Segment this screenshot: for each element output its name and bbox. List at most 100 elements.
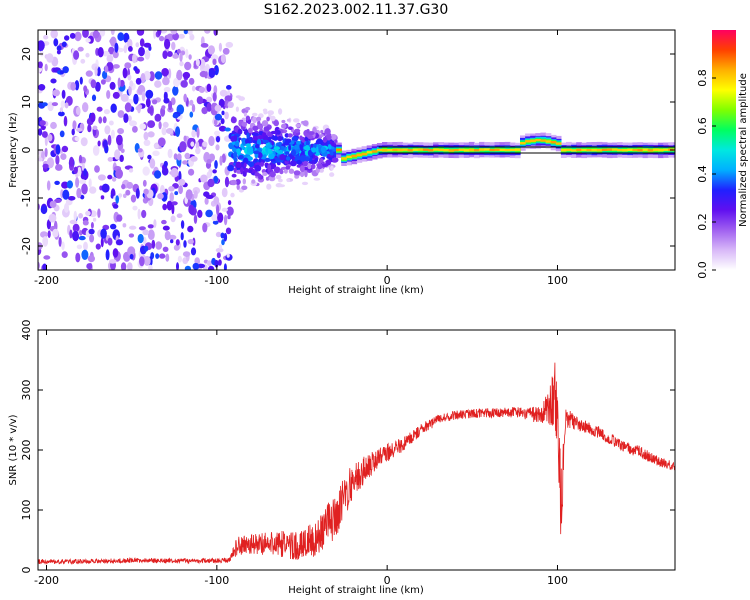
spectrogram-noise-cell: [170, 215, 176, 223]
spectrogram-noise-cell: [151, 99, 158, 105]
spectrogram-noise-cell: [40, 231, 48, 238]
spectrogram-noise-cell: [112, 248, 119, 258]
spectrogram-broadband-cell: [241, 185, 248, 191]
spectrogram-broadband-cell: [254, 164, 262, 172]
spectrogram-broadband-cell: [302, 160, 308, 167]
spectrogram-noise-cell: [142, 179, 147, 187]
spectrogram-noise-cell: [139, 123, 146, 130]
spectrogram-noise-cell: [220, 118, 225, 125]
spectrogram-noise-cell: [129, 225, 137, 230]
spectrogram-broadband-cell: [227, 101, 234, 109]
spectrogram-noise-cell: [79, 76, 83, 85]
spectrogram-noise-cell: [216, 252, 221, 259]
spectrogram-noise-cell: [52, 228, 59, 238]
spectrogram-broadband-cell: [233, 157, 238, 163]
spectrogram-noise-cell: [196, 96, 204, 105]
spectrogram-broadband-cell: [275, 157, 281, 162]
spectrogram-noise-cell: [90, 112, 96, 123]
spectrogram-noise-cell: [132, 53, 137, 64]
spectrogram-tone-band: [617, 148, 623, 152]
spectrogram-noise-cell: [192, 237, 196, 246]
spectrogram-tone-band: [596, 149, 603, 152]
spectrogram-noise-cell: [108, 46, 115, 55]
spectrogram-noise-cell: [85, 210, 91, 216]
spectrogram-broadband-cell: [246, 132, 250, 139]
spectrogram-noise-cell: [62, 66, 69, 74]
spectrogram-noise-cell: [163, 160, 168, 168]
spectrogram-tone-band: [566, 148, 572, 152]
spectrogram-noise-cell: [117, 32, 125, 42]
spectrogram-noise-cell: [94, 66, 98, 77]
spectrogram-broadband-cell: [330, 165, 334, 171]
spectrogram-broadband-cell: [262, 139, 270, 144]
spectrogram-noise-cell: [109, 120, 114, 126]
spectrogram-noise-cell: [123, 45, 128, 54]
spectrogram-noise-cell: [226, 253, 230, 258]
spectrogram-noise-cell: [92, 145, 100, 156]
spectrogram-noise-cell: [188, 54, 192, 60]
spectrogram-noise-cell: [56, 49, 61, 55]
x-tick-label: -200: [34, 274, 59, 287]
spectrogram-noise-cell: [98, 116, 103, 124]
spectrogram-broadband-cell: [330, 134, 337, 140]
spectrogram-noise-cell: [154, 80, 162, 88]
spectrogram-noise-cell: [61, 251, 68, 258]
spectrogram-tone-band: [433, 148, 439, 151]
spectrogram-noise-cell: [157, 30, 162, 36]
spectrogram-noise-cell: [129, 253, 134, 260]
spectrogram-noise-cell: [76, 127, 83, 132]
spectrogram-noise-cell: [163, 91, 168, 102]
spectrogram-noise-cell: [94, 165, 100, 173]
spectrogram-tone-band: [545, 140, 552, 143]
spectrogram-noise-cell: [188, 77, 195, 85]
spectrogram-noise-cell: [135, 42, 140, 48]
spectrogram-tone-band: [392, 148, 398, 152]
spectrogram-noise-cell: [224, 127, 231, 132]
spectrogram-noise-cell: [207, 178, 215, 188]
x-tick-label: 0: [384, 574, 391, 587]
spectrogram-broadband-cell: [278, 184, 285, 188]
y-tick-label: -20: [20, 237, 33, 255]
spectrogram-noise-cell: [147, 154, 152, 160]
spectrogram-noise-cell: [173, 153, 178, 160]
spectrogram-tone-band: [463, 149, 470, 152]
spectrogram-noise-cell: [138, 226, 146, 231]
spectrogram-tone-band: [438, 148, 444, 152]
spectrogram-broadband-cell: [320, 129, 324, 134]
spectrogram-noise-cell: [130, 194, 137, 203]
spectrogram-noise-cell: [105, 249, 110, 261]
spectrogram-noise-cell: [170, 239, 174, 244]
spectrogram-broadband-cell: [254, 158, 258, 163]
spectrogram-broadband-cell: [289, 160, 297, 167]
spectrogram-noise-cell: [115, 168, 123, 179]
y-tick-label: 400: [20, 320, 33, 341]
snr-panel: -200 -100 0 100 0 100 200 300 400 Height of str…: [8, 320, 676, 596]
spectrogram-noise-cell: [110, 129, 115, 139]
spectrogram-noise-cell: [42, 163, 49, 169]
spectrogram-noise-cell: [129, 80, 134, 88]
spectrogram-noise-cell: [207, 45, 215, 55]
spectrogram-noise-cell: [116, 134, 123, 146]
spectrogram-tone-band: [443, 149, 450, 152]
spectrogram-noise-cell: [111, 176, 117, 182]
spectrogram-noise-cell: [124, 102, 132, 113]
spectrogram-noise-cell: [95, 243, 101, 250]
spectrogram-noise-cell: [207, 265, 215, 270]
spectrogram-noise-cell: [46, 219, 52, 230]
spectrogram-noise-cell: [166, 200, 173, 211]
spectrogram-tone-band: [412, 148, 419, 151]
spectrogram-broadband-cell: [266, 144, 273, 148]
spectrogram-noise-cell: [41, 131, 48, 138]
spectrogram-broadband-cell: [236, 148, 241, 155]
spectrogram-tone-band: [540, 139, 547, 142]
spectrogram-noise-cell: [55, 155, 60, 165]
spectrogram-noise-cell: [38, 84, 46, 91]
spectrogram-broadband-cell: [237, 128, 243, 135]
spectrogram-noise-cell: [162, 203, 168, 211]
colorbar-tick-label: 0.8: [696, 69, 709, 87]
spectrogram-noise-cell: [191, 129, 197, 138]
spectrogram-noise-cell: [176, 153, 182, 161]
spectrogram-tone-band: [606, 148, 613, 151]
spectrogram-noise-cell: [212, 58, 217, 65]
spectrogram-noise-cell: [206, 102, 212, 112]
